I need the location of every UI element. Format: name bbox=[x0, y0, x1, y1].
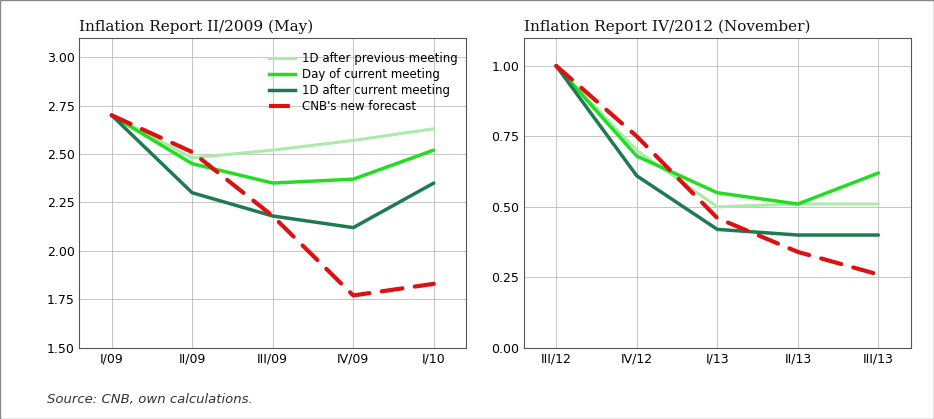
Text: Source: CNB, own calculations.: Source: CNB, own calculations. bbox=[47, 393, 252, 406]
Text: Inflation Report II/2009 (May): Inflation Report II/2009 (May) bbox=[79, 19, 314, 34]
Text: Inflation Report IV/2012 (November): Inflation Report IV/2012 (November) bbox=[524, 19, 811, 34]
Legend: 1D after previous meeting, Day of current meeting, 1D after current meeting, CNB: 1D after previous meeting, Day of curren… bbox=[266, 50, 460, 115]
